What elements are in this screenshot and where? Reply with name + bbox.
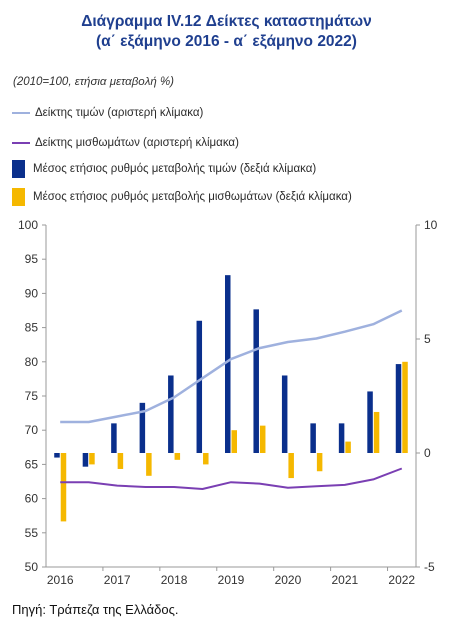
- bar-price-change: [281, 375, 288, 453]
- bar-price-change: [196, 320, 203, 453]
- bar-rent-change: [146, 453, 152, 476]
- x-tick-label: 2019: [218, 573, 245, 587]
- left-tick-label: 65: [25, 457, 39, 471]
- right-tick-label: 5: [424, 332, 431, 346]
- bar-rent-change: [345, 441, 351, 453]
- bar-rent-change: [316, 453, 323, 472]
- bar-rent-change: [373, 411, 380, 453]
- x-tick-label: 2018: [161, 573, 188, 587]
- source-note: Πηγή: Τράπεζα της Ελλάδος.: [12, 602, 179, 617]
- bar-price-change: [253, 309, 259, 453]
- bar-price-change: [338, 423, 345, 453]
- bar-price-change: [82, 453, 89, 467]
- bar-rent-change: [174, 453, 181, 460]
- left-tick-label: 90: [25, 286, 39, 300]
- right-tick-label: -5: [424, 560, 435, 574]
- bar-price-change: [54, 453, 60, 458]
- legend-swatch-price-change: [12, 160, 25, 178]
- bar-price-change: [367, 391, 373, 453]
- bar-price-change: [139, 402, 146, 453]
- chart-title-line-2: (α΄ εξάμηνο 2016 - α΄ εξάμηνο 2022): [96, 33, 357, 50]
- unit-note: (2010=100, ετήσια μεταβολή %): [13, 76, 174, 88]
- x-tick-label: 2022: [388, 573, 415, 587]
- legend-label-price-index: Δείκτης τιμών (αριστερή κλίμακα): [35, 107, 204, 119]
- legend-label-rent-change: Μέσος ετήσιος ρυθμός μεταβολής μισθωμάτω…: [33, 191, 352, 203]
- legend-swatch-rent-change: [12, 188, 25, 206]
- x-tick-label: 2017: [104, 573, 131, 587]
- line-price-index: [60, 309, 403, 424]
- bar-rent-change: [60, 453, 67, 522]
- left-tick-label: 60: [25, 492, 39, 506]
- left-tick-label: 50: [25, 560, 39, 574]
- legend-swatch-rent-index: [12, 142, 30, 144]
- left-tick-label: 70: [25, 423, 39, 437]
- legend-item-price-change: Μέσος ετήσιος ρυθμός μεταβολής τιμών (δε…: [12, 159, 316, 179]
- bar-price-change: [310, 423, 316, 453]
- x-tick-label: 2021: [331, 573, 358, 587]
- legend-item-rent-index: Δείκτης μισθωμάτων (αριστερή κλίμακα): [12, 133, 239, 153]
- bar-rent-change: [117, 453, 124, 469]
- bar-rent-change: [203, 453, 209, 465]
- x-tick-label: 2020: [275, 573, 302, 587]
- left-tick-label: 85: [25, 321, 39, 335]
- bar-rent-change: [89, 453, 95, 465]
- bar-rent-change: [402, 361, 408, 453]
- chart-title-line-1: Διάγραμμα IV.12 Δείκτες καταστημάτων: [81, 13, 372, 30]
- legend-item-rent-change: Μέσος ετήσιος ρυθμός μεταβολής μισθωμάτω…: [12, 187, 352, 207]
- left-tick-label: 80: [25, 355, 39, 369]
- left-tick-label: 100: [18, 218, 38, 232]
- legend-label-rent-index: Δείκτης μισθωμάτων (αριστερή κλίμακα): [35, 137, 239, 149]
- bar-price-change: [168, 375, 174, 453]
- left-tick-label: 75: [25, 389, 39, 403]
- bar-rent-change: [259, 425, 266, 453]
- bar-price-change: [111, 423, 117, 453]
- bar-price-change: [225, 275, 231, 453]
- bar-rent-change: [288, 453, 294, 479]
- right-tick-label: 10: [424, 218, 438, 232]
- x-tick-label: 2016: [47, 573, 74, 587]
- legend-swatch-price-index: [12, 112, 30, 114]
- legend-item-price-index: Δείκτης τιμών (αριστερή κλίμακα): [12, 103, 203, 123]
- left-tick-label: 95: [25, 252, 39, 266]
- right-tick-label: 0: [424, 446, 431, 460]
- line-rent-index: [60, 467, 403, 490]
- left-tick-label: 55: [25, 526, 39, 540]
- bar-rent-change: [231, 430, 237, 453]
- bar-price-change: [395, 364, 402, 453]
- legend-label-price-change: Μέσος ετήσιος ρυθμός μεταβολής τιμών (δε…: [33, 163, 317, 175]
